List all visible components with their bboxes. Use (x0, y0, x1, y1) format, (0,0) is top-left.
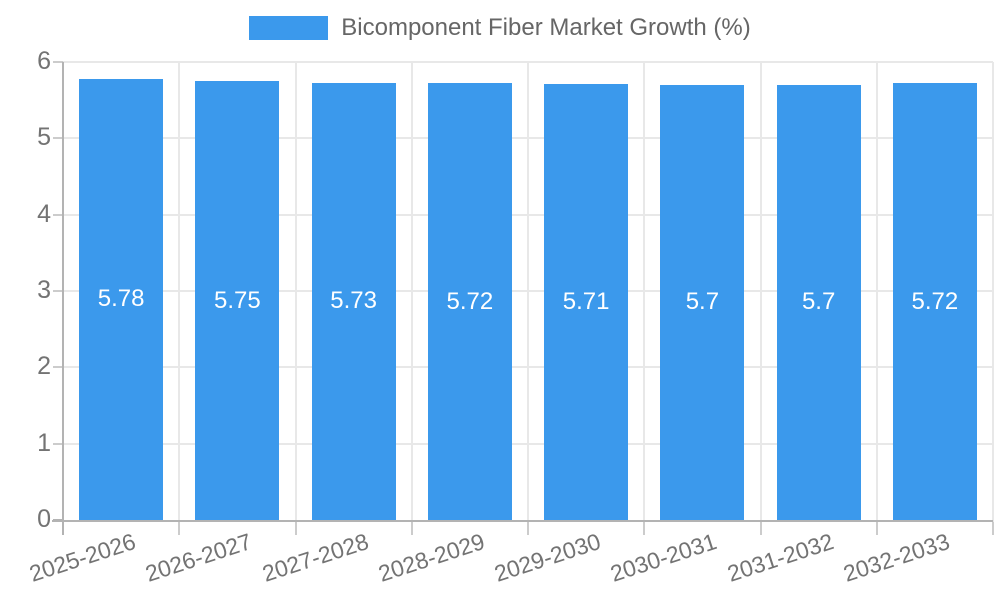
y-axis-tick-label: 2 (37, 352, 51, 381)
bar[interactable]: 5.72 (892, 83, 977, 520)
x-tick-mark (992, 522, 994, 535)
v-gridline (759, 62, 762, 522)
y-axis-tick-label: 0 (37, 505, 51, 533)
x-axis-line (52, 520, 993, 522)
x-tick-mark (527, 522, 529, 535)
x-tick-mark (875, 522, 878, 535)
bar[interactable]: 5.7 (660, 84, 745, 520)
x-axis-tick-label: 2026-2027 (142, 528, 256, 587)
h-gridline (63, 61, 993, 63)
bar-value-label: 5.71 (562, 288, 610, 316)
x-tick-mark (759, 522, 762, 535)
y-axis-tick-label: 4 (37, 199, 51, 228)
y-tick-mark (53, 366, 63, 369)
x-axis-tick-label: 2031-2032 (723, 528, 837, 587)
x-axis-tick-label: 2028-2029 (374, 528, 488, 587)
bar[interactable]: 5.72 (427, 83, 512, 520)
y-axis-tick-label: 1 (37, 428, 51, 457)
bar-value-label: 5.72 (911, 287, 959, 315)
y-tick-mark (53, 519, 63, 521)
x-tick-mark (294, 522, 297, 535)
bar[interactable]: 5.7 (776, 84, 861, 520)
x-axis-tick-label: 2030-2031 (607, 528, 721, 587)
bar-value-label: 5.7 (801, 288, 836, 316)
x-tick-mark (62, 522, 64, 535)
bar[interactable]: 5.75 (195, 81, 280, 520)
v-gridline (992, 62, 994, 522)
x-tick-mark (643, 522, 646, 535)
v-gridline (294, 62, 297, 522)
x-axis-tick-label: 2025-2026 (26, 528, 139, 587)
y-tick-mark (53, 61, 63, 63)
v-gridline (875, 62, 878, 522)
bar[interactable]: 5.71 (544, 84, 629, 520)
y-axis-tick-label: 3 (37, 276, 51, 304)
v-gridline (643, 62, 646, 522)
y-axis-tick-label: 5 (37, 123, 51, 152)
legend-swatch (249, 16, 329, 40)
bar[interactable]: 5.73 (311, 82, 396, 520)
bar-value-label: 5.78 (97, 285, 145, 313)
y-tick-mark (53, 213, 63, 216)
bar-value-label: 5.75 (214, 286, 261, 314)
v-gridline (410, 62, 413, 522)
x-tick-mark (178, 522, 181, 535)
v-gridline (178, 62, 181, 522)
bar-value-label: 5.7 (685, 288, 720, 316)
y-axis-line (62, 62, 64, 535)
v-gridline (527, 62, 529, 522)
y-axis-tick-label: 6 (37, 47, 51, 75)
bar[interactable]: 5.78 (79, 78, 164, 520)
y-tick-mark (53, 442, 63, 445)
legend[interactable]: Bicomponent Fiber Market Growth (%) (0, 14, 1000, 42)
x-axis-tick-label: 2027-2028 (258, 528, 372, 587)
x-axis-tick-label: 2029-2030 (491, 528, 604, 587)
bar-value-label: 5.72 (446, 287, 494, 315)
legend-label: Bicomponent Fiber Market Growth (%) (341, 14, 751, 41)
y-tick-mark (53, 290, 63, 292)
x-tick-mark (410, 522, 413, 535)
bar-value-label: 5.73 (330, 287, 377, 315)
x-axis-tick-label: 2032-2033 (839, 528, 953, 587)
y-tick-mark (53, 137, 63, 140)
